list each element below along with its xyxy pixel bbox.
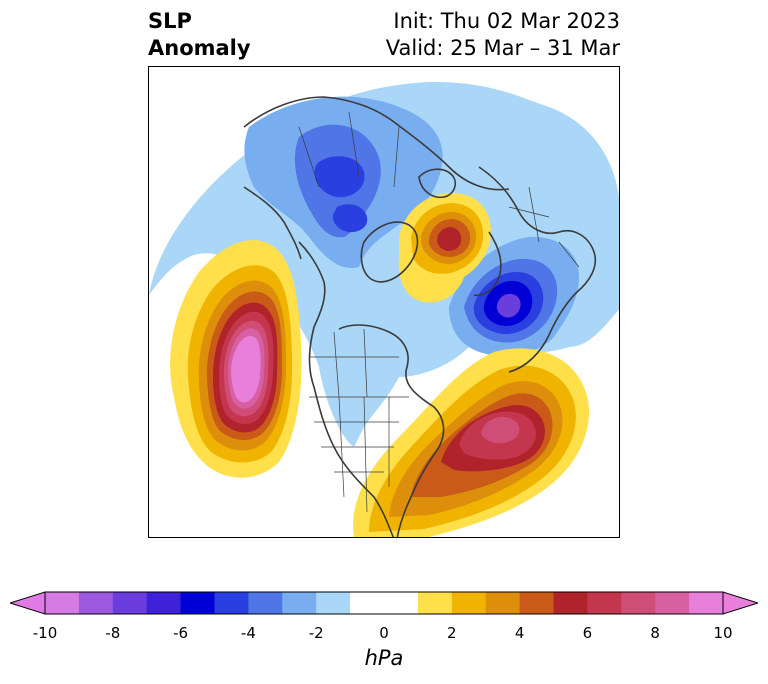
coastlines (243, 96, 596, 537)
colorbar-min-extension (10, 591, 46, 615)
colorbar-segment (451, 592, 487, 614)
forecast-dates: Init: Thu 02 Mar 2023 Valid: 25 Mar – 31… (386, 8, 620, 62)
colorbar-segment (417, 592, 453, 614)
colorbar-segment (519, 592, 554, 614)
colorbar-segment (384, 592, 419, 614)
title-line-2: Anomaly (148, 36, 251, 60)
alaska-outline (243, 186, 302, 260)
colorbar-tick-label: 4 (514, 624, 525, 642)
colorbar-segment (112, 592, 148, 614)
colorbar-tick-label: 10 (713, 624, 733, 642)
europe-outline (478, 166, 596, 373)
colorbar-tick-label: 2 (447, 624, 457, 642)
colorbar-segment (316, 592, 351, 614)
colorbar-tick-label: 8 (650, 624, 660, 642)
colorbar-segment (180, 592, 215, 614)
colorbar-segment (214, 592, 249, 614)
colorbar-tick-label: -10 (32, 624, 58, 642)
colorbar-segment (350, 592, 385, 614)
colorbar-ticks: -10 -8 -6 -4 -2 0 2 4 6 8 10 (0, 624, 768, 644)
north-america-east-outline (338, 324, 445, 537)
colorbar-segment (146, 592, 182, 614)
canada-provinces (309, 328, 399, 398)
colorbar-max-extension (722, 591, 758, 615)
atlantic-high-core (481, 416, 520, 444)
colorbar-tick-label: -2 (308, 624, 324, 642)
asia-north-outline (243, 96, 510, 191)
anomaly-map-canvas (149, 81, 619, 537)
colorbar-segment (689, 592, 724, 614)
colorbar-segment (587, 592, 622, 614)
greenland-outline (360, 221, 419, 283)
colorbar-segment (553, 592, 588, 614)
colorbar-tick-label: 0 (379, 624, 389, 642)
init-date: Init: Thu 02 Mar 2023 (393, 9, 620, 33)
colorbar-segments (45, 592, 724, 614)
colorbar-tick-label: -4 (240, 624, 256, 642)
map-title: SLP Anomaly (148, 8, 251, 62)
anomaly-map (148, 66, 620, 538)
colorbar-tick-label: -6 (173, 624, 189, 642)
north-america-outline (298, 241, 395, 537)
valid-range: Valid: 25 Mar – 31 Mar (385, 36, 620, 60)
colorbar-segment (248, 592, 283, 614)
low-anomaly-core-north-2 (332, 204, 368, 233)
eurasia-borders (298, 111, 580, 268)
colorbar-segment (485, 592, 521, 614)
scandinavia-outline (473, 231, 502, 297)
low-anomaly-core-north (314, 156, 365, 198)
colorbar-segment (621, 592, 656, 614)
colorbar-frame (44, 591, 724, 615)
title-line-1: SLP (148, 9, 192, 33)
colorbar-segment (282, 592, 317, 614)
colorbar-segment (655, 592, 690, 614)
pacific-high-core (231, 335, 261, 403)
us-states-grid (309, 396, 409, 513)
colorbar-tick-label: -8 (105, 624, 121, 642)
arctic-high-core (437, 227, 462, 251)
positive-anomaly-fields (170, 192, 590, 537)
colorbar-segment (78, 592, 114, 614)
colorbar-segment (45, 592, 80, 614)
negative-anomaly-fields (149, 81, 619, 447)
borders (298, 111, 580, 513)
colorbar-tick-label: 6 (582, 624, 593, 642)
europe-low-center (496, 293, 521, 318)
colorbar-unit: hPa (364, 646, 404, 670)
colorbar (10, 591, 758, 615)
arctic-islands-outline (418, 168, 456, 199)
